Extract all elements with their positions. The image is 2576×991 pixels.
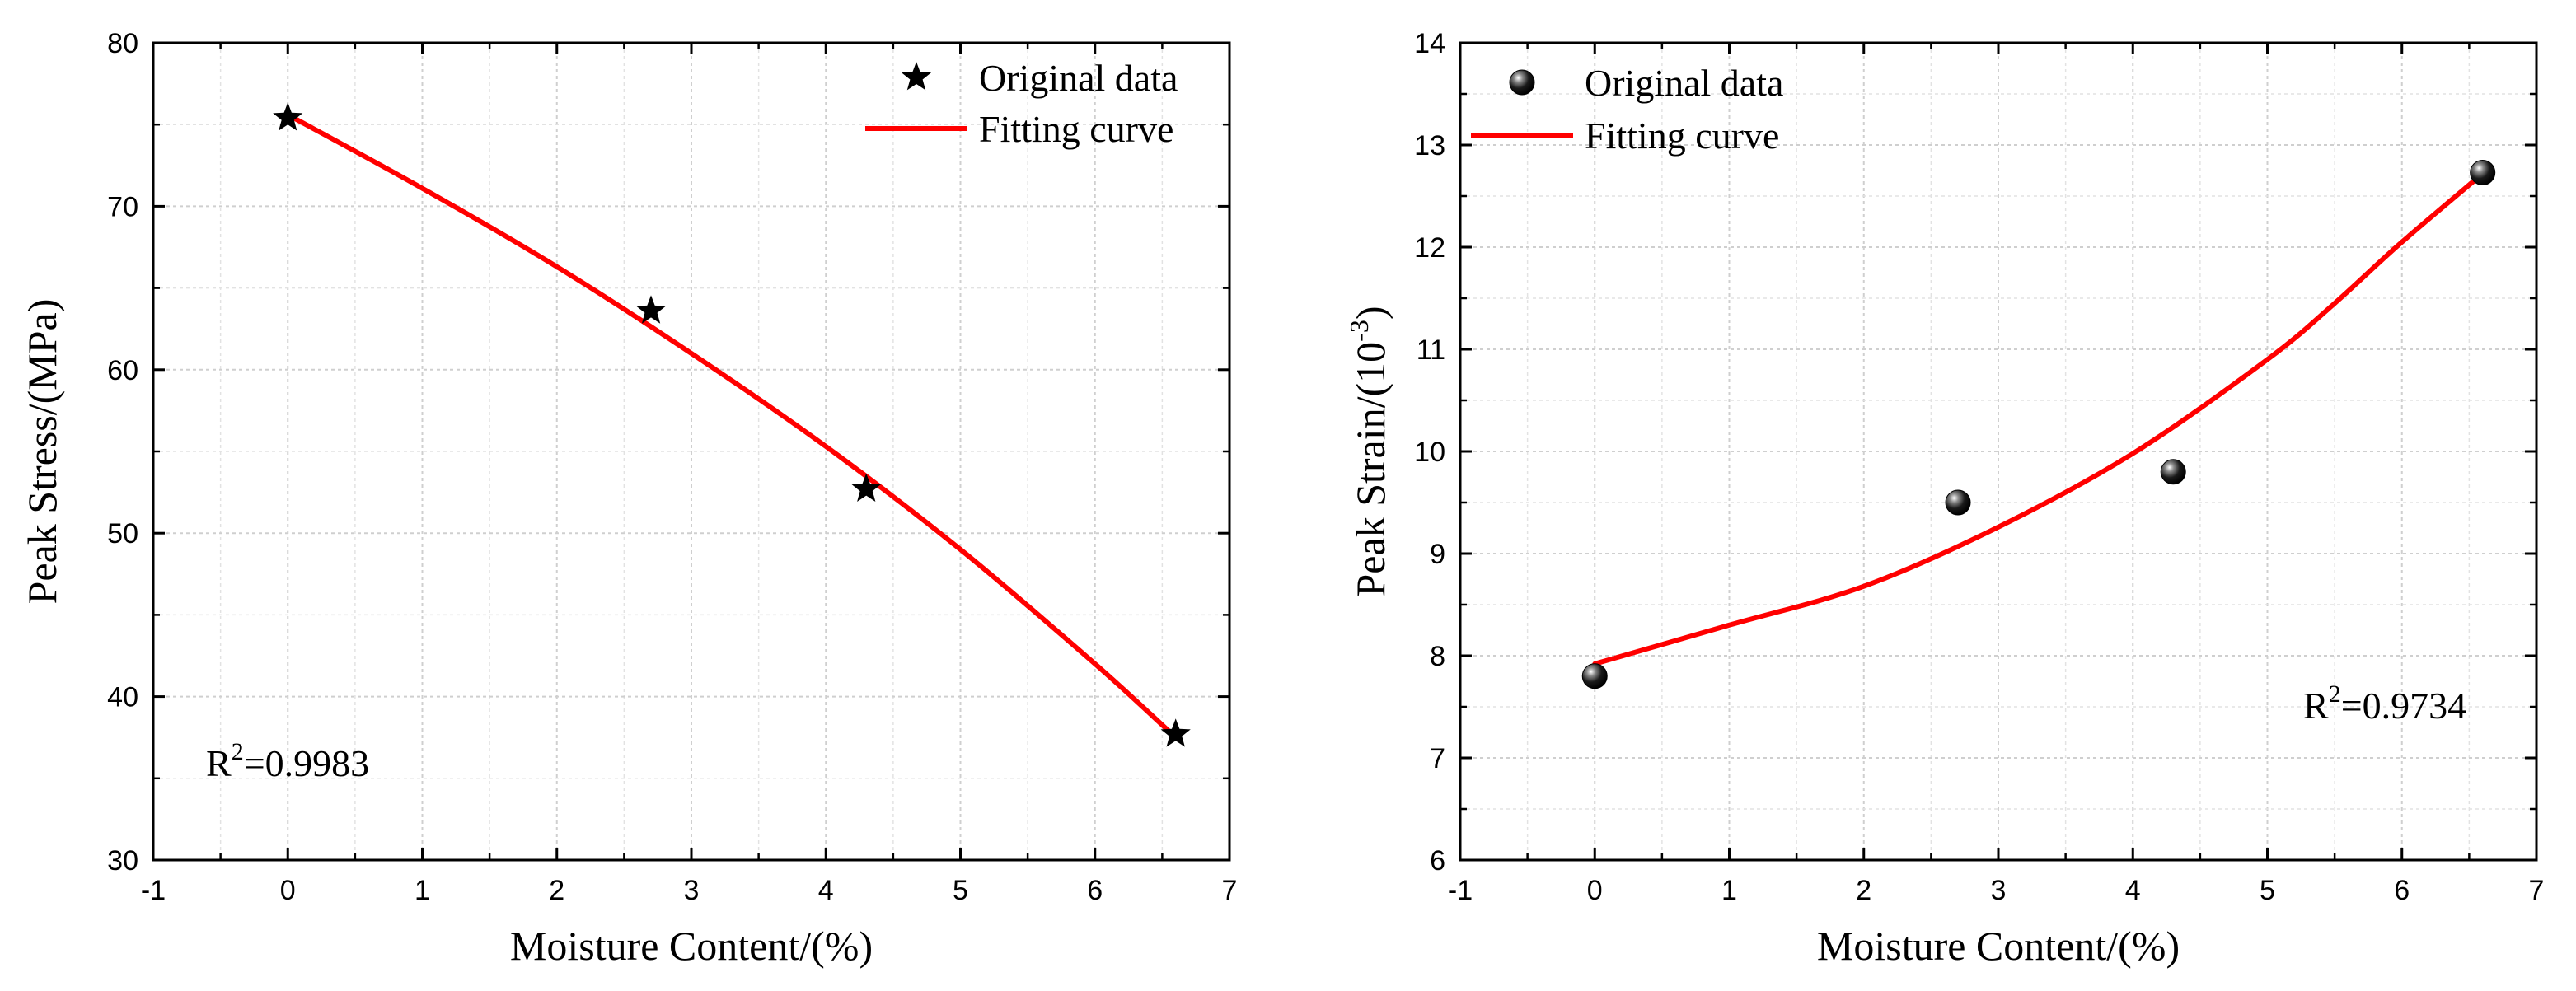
y-tick-label: 30	[107, 845, 138, 876]
y-tick-label: 9	[1430, 539, 1445, 570]
fitting-curve-line	[285, 112, 1178, 741]
r-squared-annotation: R2=0.9983	[206, 738, 369, 784]
x-tick-label: 5	[953, 875, 968, 906]
x-tick-label: 7	[2529, 875, 2545, 906]
y-tick-label: 13	[1414, 130, 1445, 161]
y-tick-label: 6	[1430, 845, 1445, 876]
original-data-points	[273, 102, 1191, 747]
y-tick-label: 12	[1414, 232, 1445, 264]
y-tick-label: 8	[1430, 641, 1445, 672]
data-point	[2160, 459, 2186, 485]
y-axis-title-sup: -3	[1344, 320, 1374, 342]
grid	[1459, 42, 2537, 861]
x-axis-title: Moisture Content/(%)	[510, 923, 873, 969]
annotation-base: R	[206, 742, 232, 784]
data-point	[1581, 663, 1608, 689]
y-axis-title: Peak Strain/(10-3)	[1344, 306, 1393, 597]
legend-label: Fitting curve	[1585, 115, 1779, 157]
y-tick-label: 14	[1414, 28, 1445, 59]
annotation-sup: 2	[2329, 680, 2341, 708]
y-tick-label: 7	[1430, 743, 1445, 774]
annotation-base: R	[2303, 685, 2329, 727]
y-axis-title-end: )	[1347, 306, 1393, 320]
x-tick-label: 7	[1222, 875, 1238, 906]
y-tick-label: 40	[107, 682, 138, 713]
y-tick-label: 11	[1417, 334, 1445, 366]
x-tick-label: 2	[549, 875, 564, 906]
x-tick-label: -1	[1448, 875, 1473, 906]
chart-1: -1 0 1 2 3 4 5 6 7 30 40 50 60 70 80 Moisture Content/(…	[19, 28, 1237, 969]
legend-label: Original data	[1585, 62, 1783, 104]
x-axis-title: Moisture Content/(%)	[1817, 923, 2180, 969]
x-tick-label: -1	[141, 875, 166, 906]
x-tick-label: 4	[2125, 875, 2141, 906]
data-point	[273, 102, 303, 131]
legend: Original data Fitting curve	[865, 57, 1178, 150]
grid	[152, 42, 1230, 861]
data-point	[1160, 718, 1191, 747]
legend-marker-original-data	[1509, 69, 1535, 96]
y-tick-label: 70	[107, 191, 138, 222]
x-tick-label: 4	[818, 875, 834, 906]
x-tick-label: 0	[280, 875, 296, 906]
x-tick-label: 5	[2260, 875, 2275, 906]
annotation-value: =0.9734	[2341, 685, 2466, 727]
data-point	[851, 473, 882, 502]
legend-label: Original data	[979, 57, 1178, 99]
x-tick-label: 3	[684, 875, 700, 906]
original-data-points	[1581, 159, 2496, 689]
x-tick-label: 1	[1721, 875, 1737, 906]
legend-marker-original-data	[901, 62, 932, 91]
y-axis-title: Peak Stress/(MPa)	[19, 299, 65, 605]
data-point	[636, 295, 667, 324]
annotation-value: =0.9983	[244, 742, 369, 784]
y-tick-label: 50	[107, 518, 138, 549]
r-squared-annotation: R2=0.9734	[2303, 680, 2466, 727]
legend-label: Fitting curve	[979, 108, 1173, 150]
x-tick-label: 6	[2394, 875, 2410, 906]
legend: Original data Fitting curve	[1471, 62, 1783, 157]
data-point	[1945, 489, 1971, 516]
y-tick-label: 60	[107, 355, 138, 386]
annotation-sup: 2	[232, 738, 244, 765]
data-point	[2470, 159, 2496, 185]
x-tick-label: 1	[415, 875, 430, 906]
x-tick-label: 0	[1587, 875, 1603, 906]
x-tick-label: 6	[1087, 875, 1103, 906]
x-tick-label: 2	[1856, 875, 1871, 906]
y-axis-title-base: Peak Strain/(10	[1347, 342, 1393, 597]
y-tick-label: 80	[107, 28, 138, 59]
x-tick-label: 3	[1991, 875, 2007, 906]
y-tick-label: 10	[1414, 437, 1445, 468]
fitting-curve-line	[1592, 171, 2485, 666]
